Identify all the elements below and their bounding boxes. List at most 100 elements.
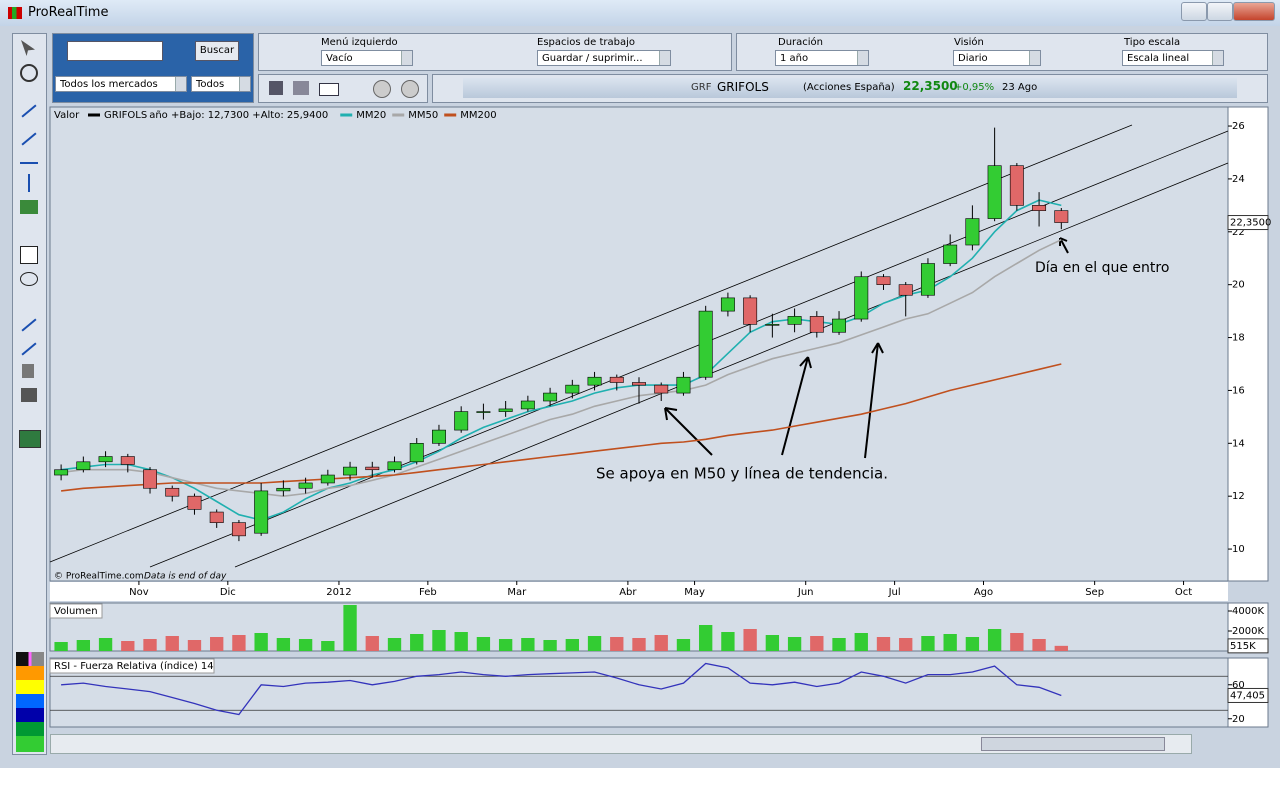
volume-bar [232, 635, 246, 651]
candle-body [320, 474, 335, 484]
ma-line [61, 238, 1062, 498]
indicator-tool[interactable] [19, 430, 41, 448]
candle-body [231, 522, 246, 537]
volume-bar [143, 639, 157, 651]
volume-bar [187, 640, 202, 651]
text-tool[interactable] [20, 246, 38, 264]
comment-tool[interactable] [20, 272, 38, 286]
x-tick-label: Mar [507, 587, 527, 598]
panel-title: RSI - Fuerza Relativa (índice) 14 [54, 660, 214, 672]
save-icon[interactable] [269, 81, 283, 95]
x-tick-label: Jul [888, 587, 901, 598]
ticker-code: GRF [691, 82, 712, 93]
candle-body [1009, 165, 1024, 206]
duration-select[interactable]: 1 año [775, 50, 869, 66]
candle-body [920, 263, 935, 296]
ticker-bar: GRF GRIFOLS (Acciones España) 22,3500 +0… [463, 78, 1237, 98]
mail-icon[interactable] [319, 83, 339, 96]
search-input[interactable] [67, 41, 163, 61]
volume-bar [321, 641, 335, 651]
candle-body [832, 318, 847, 333]
volume-bar [743, 629, 757, 651]
candle-body [298, 482, 313, 489]
candle-body [365, 466, 380, 471]
x-tick-label: Nov [129, 587, 149, 598]
hline-tool[interactable] [20, 162, 38, 164]
candle-body [765, 324, 780, 326]
close-button[interactable] [1233, 2, 1275, 21]
label: Tipo escala [1124, 37, 1181, 48]
scroll-thumb[interactable] [981, 737, 1165, 751]
volume-bar [876, 637, 891, 651]
candle-body [965, 218, 980, 246]
settings-tool[interactable] [21, 388, 37, 402]
help-icon[interactable] [373, 80, 391, 98]
candle-body [520, 400, 535, 410]
volume-bar [765, 635, 780, 651]
x-tick-label: May [684, 587, 705, 598]
zoom-tool[interactable] [20, 64, 38, 82]
x-tick-label: Oct [1175, 587, 1192, 598]
arrow [664, 407, 713, 456]
credit: © ProRealTime.com [54, 572, 144, 582]
volume-bar [899, 638, 913, 651]
view-select[interactable]: Diario [953, 50, 1041, 66]
price-axis [1227, 106, 1269, 582]
left-menu-select[interactable]: Vacío [321, 50, 413, 66]
label: Espacios de trabajo [537, 37, 635, 48]
label: Menú izquierdo [321, 37, 398, 48]
ma-line [61, 199, 1062, 521]
market-filter-select[interactable]: Todos [191, 76, 251, 92]
minimize-button[interactable] [1181, 2, 1207, 21]
volume-bar [476, 637, 491, 651]
last-value-label: 47,405 [1230, 690, 1265, 701]
candle-body [1054, 210, 1069, 223]
panel-label-box [49, 603, 103, 619]
note: Data is end of day [144, 572, 227, 582]
label: Duración [778, 37, 824, 48]
volume-bar [987, 629, 1002, 651]
candle-body [120, 456, 135, 465]
volume-bar [832, 638, 846, 651]
legend-range: año +Bajo: 12,7300 +Alto: 25,9400 [149, 110, 328, 121]
candle-body [654, 384, 669, 394]
time-axis [50, 582, 1228, 601]
candle-body [587, 376, 602, 386]
scale-select[interactable]: Escala lineal [1122, 50, 1224, 66]
volume-bar [387, 638, 402, 651]
arrows [664, 237, 1069, 459]
volume-bar [210, 637, 224, 651]
ticker-market: (Acciones España) [803, 82, 895, 93]
panel-label-box [49, 658, 215, 674]
legend-label: MM50 [408, 110, 438, 121]
legend-label: MM20 [356, 110, 386, 121]
candle-body [165, 487, 180, 497]
candle-body [1032, 205, 1047, 211]
scrollbar[interactable] [50, 734, 1192, 754]
markets-select[interactable]: Todos los mercados [55, 76, 187, 92]
ticker-price: 22,3500 [903, 79, 958, 93]
candle-body [543, 392, 558, 402]
candle-body [276, 487, 291, 492]
candle-body [898, 284, 913, 296]
volume-bar [565, 639, 579, 651]
candle-body [609, 376, 624, 383]
delete-tool[interactable] [22, 364, 34, 378]
color-palette[interactable] [16, 652, 44, 752]
x-tick-label: Feb [419, 587, 437, 598]
candle-body [565, 384, 580, 394]
vline-tool[interactable] [28, 174, 30, 192]
y-tick-label: 16 [1232, 385, 1245, 396]
arrow [864, 342, 884, 459]
candle-body [698, 310, 713, 378]
search-button[interactable]: Buscar [195, 41, 239, 61]
channel-tool[interactable] [20, 200, 38, 214]
trend-line [234, 162, 1229, 568]
candle-body [720, 297, 735, 312]
workspaces-select[interactable]: Guardar / suprimir... [537, 50, 671, 66]
info-icon[interactable] [401, 80, 419, 98]
maximize-button[interactable] [1207, 2, 1233, 21]
x-tick-label: Ago [974, 587, 993, 598]
print-icon[interactable] [293, 81, 309, 95]
